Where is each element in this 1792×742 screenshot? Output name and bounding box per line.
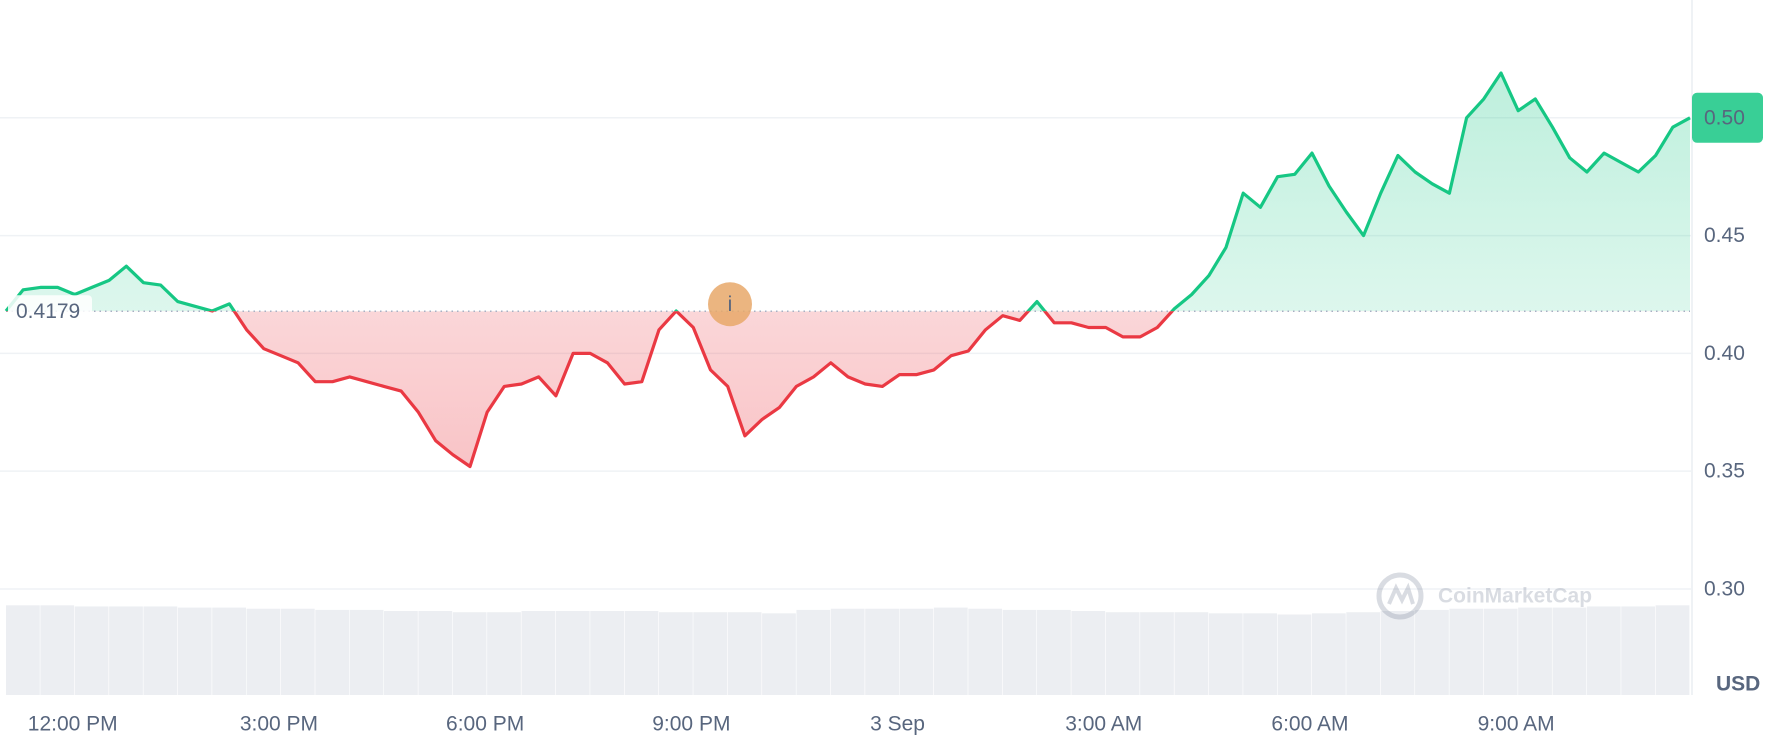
y-tick-label: 0.35 [1704, 460, 1745, 483]
volume-bar [418, 611, 453, 695]
watermark-logo [1376, 572, 1424, 620]
x-tick-label: 9:00 AM [1478, 713, 1555, 736]
volume-bar [968, 608, 1003, 695]
volume-bar [1483, 608, 1518, 695]
volume-bar [1002, 609, 1037, 695]
volume-bar [693, 612, 728, 695]
volume-bar [143, 606, 178, 695]
baseline-label-bg [8, 295, 92, 328]
watermark-text: CoinMarketCap [1438, 585, 1592, 608]
volume-bar [658, 612, 693, 695]
volume-bar [796, 609, 831, 695]
annotation-text: i [728, 293, 733, 316]
volume-bar [1277, 614, 1312, 695]
volume-bar [1105, 612, 1140, 695]
volume-bar [1415, 609, 1449, 695]
volume-bar [830, 608, 865, 695]
y-tick-label: 0.40 [1704, 342, 1745, 365]
volume-bar [1311, 613, 1346, 695]
x-tick-label: 6:00 PM [446, 713, 524, 736]
x-tick-label: 9:00 PM [652, 713, 730, 736]
volume-bar [40, 605, 75, 695]
volume-bar [555, 611, 590, 695]
price-line-down [6, 311, 1175, 469]
volume-bar [1380, 611, 1415, 695]
volume-bar [521, 611, 556, 695]
volume-bar [212, 607, 246, 695]
baseline-label: 0.4179 [16, 300, 80, 323]
volume-bar [1071, 611, 1106, 695]
volume-bar [762, 613, 796, 695]
watermark: CoinMarketCap [1376, 572, 1592, 620]
volume-bar [1037, 609, 1071, 695]
annotation-marker [708, 282, 752, 327]
volume-bar [727, 612, 762, 695]
volume-bar [280, 608, 315, 695]
x-tick-label: 3:00 PM [240, 713, 318, 736]
area-down [6, 311, 1690, 467]
volume-bar [1586, 606, 1621, 695]
volume-bar [109, 606, 143, 695]
volume-bar [177, 607, 212, 695]
volume-bar [246, 608, 281, 695]
x-tick-label: 3 Sep [870, 713, 925, 736]
watermark-logo-m [1387, 582, 1415, 605]
volume-bar [452, 612, 487, 695]
volume-bar [1346, 612, 1381, 695]
volume-bar [899, 608, 934, 695]
volume-bar [487, 612, 521, 695]
area-up [6, 73, 1690, 312]
volume-bar [865, 608, 899, 695]
y-tick-label: 0.45 [1704, 224, 1745, 247]
volume-bar [933, 607, 968, 695]
x-tick-label: 12:00 PM [28, 713, 118, 736]
volume-bar [74, 606, 109, 695]
volume-bar [590, 611, 625, 695]
volume-bar [315, 609, 350, 695]
volume-bar [1208, 613, 1243, 695]
volume-bar [1243, 613, 1277, 695]
currency-label: USD [1716, 673, 1760, 696]
volume-bar [1174, 612, 1209, 695]
volume-bar [1140, 612, 1174, 695]
volume-bar [1552, 607, 1587, 695]
volume-bar [1449, 608, 1484, 695]
volume-bar [1621, 606, 1656, 695]
price-line-up [4, 71, 1691, 312]
x-tick-label: 6:00 AM [1271, 713, 1348, 736]
volume-bar [384, 611, 418, 695]
volume-bar [6, 605, 40, 695]
x-tick-label: 3:00 AM [1065, 713, 1142, 736]
volume-bar [1518, 607, 1552, 695]
y-tick-label: 0.30 [1704, 578, 1745, 601]
y-tick-label: 0.50 [1704, 106, 1745, 129]
volume-bar [349, 609, 384, 695]
volume-bar [624, 611, 659, 695]
price-badge [1692, 92, 1763, 143]
volume-bar [1655, 605, 1690, 695]
